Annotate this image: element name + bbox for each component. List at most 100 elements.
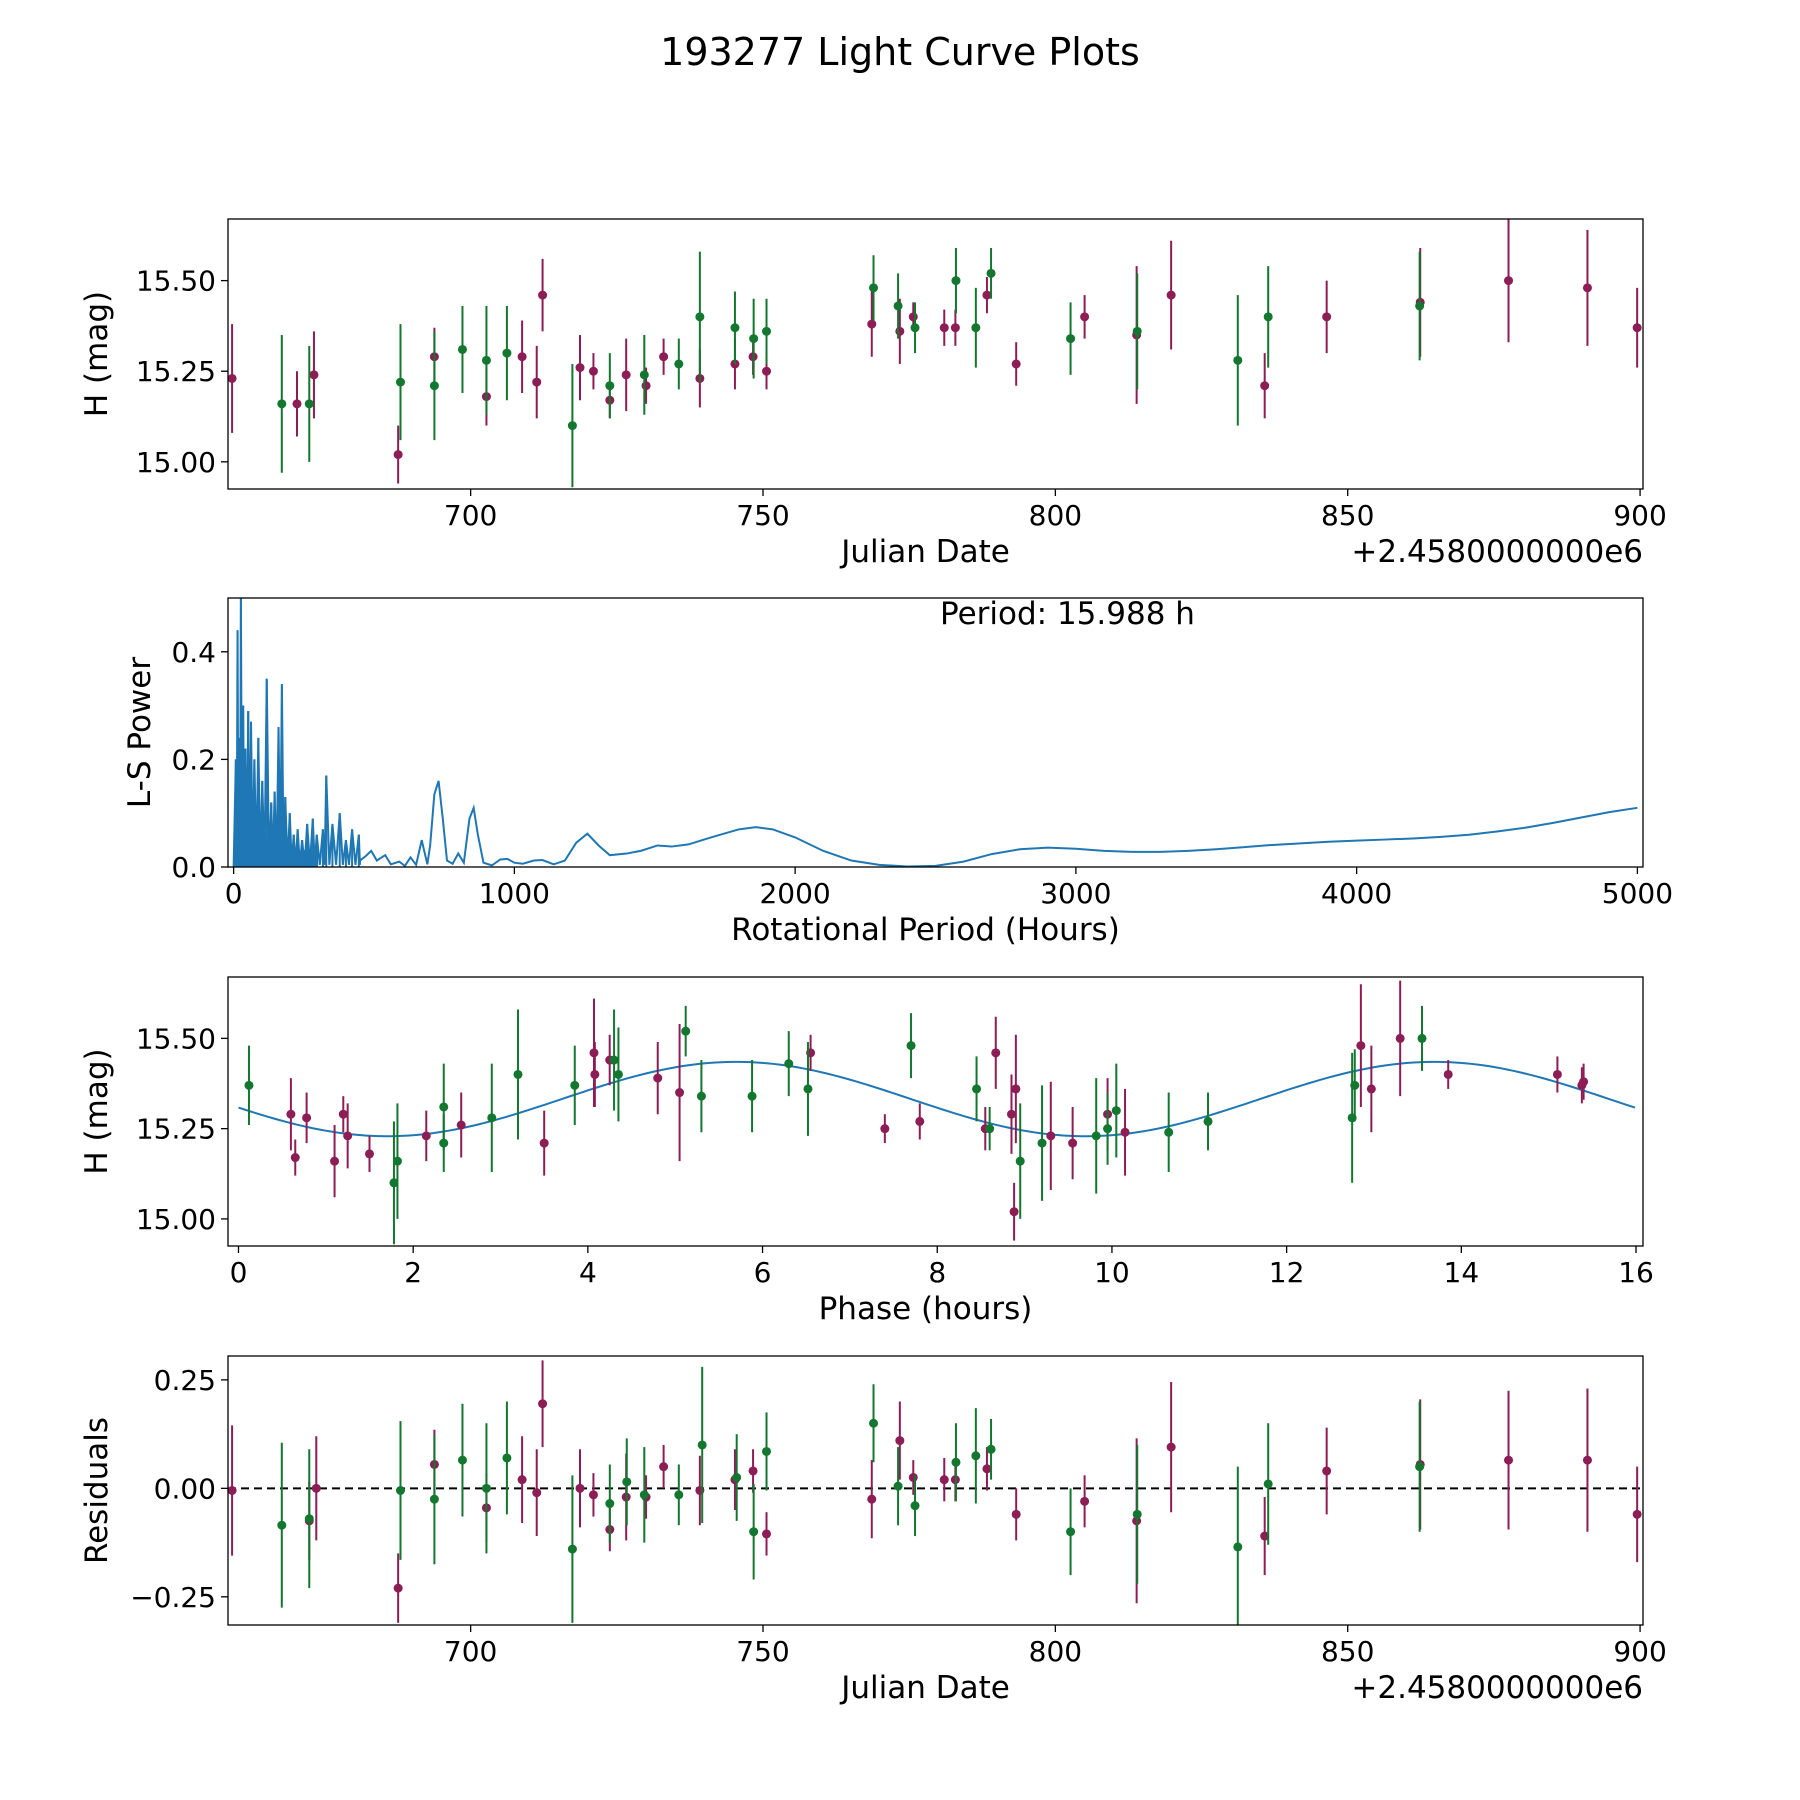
data-point xyxy=(517,1475,527,1485)
data-point xyxy=(1009,1207,1019,1217)
axes-frame xyxy=(227,976,1644,1247)
data-point xyxy=(244,1080,254,1090)
data-point xyxy=(605,1499,615,1509)
data-point xyxy=(513,1069,523,1079)
series-band-b xyxy=(277,1366,1425,1625)
series-band-a xyxy=(228,1360,1642,1623)
x-tick-label: 6 xyxy=(754,1256,772,1289)
x-tick-label: 750 xyxy=(736,499,789,532)
data-point xyxy=(228,1486,237,1495)
y-tick-label: 0.0 xyxy=(171,851,216,884)
data-point xyxy=(1080,1496,1090,1506)
data-point xyxy=(1233,1542,1243,1552)
data-point xyxy=(762,366,772,376)
x-tick-label: 2 xyxy=(404,1256,422,1289)
data-point xyxy=(228,373,237,383)
x-tick-label: 850 xyxy=(1321,499,1374,532)
data-point xyxy=(895,1436,905,1446)
x-tick-label: 900 xyxy=(1613,499,1666,532)
data-point xyxy=(1417,1033,1427,1043)
data-point xyxy=(304,399,314,409)
data-point xyxy=(570,1080,580,1090)
y-tick-label: 15.00 xyxy=(136,446,216,479)
x-tick-label: 700 xyxy=(444,1635,497,1668)
y-axis-label: H (mag) xyxy=(79,291,115,417)
periodogram-panel: Period: 15.988 h 0 1000 2000 3000 4000 5000 0.0… xyxy=(122,596,1673,948)
data-point xyxy=(1015,1156,1025,1166)
data-point xyxy=(588,366,598,376)
x-tick-label: 4000 xyxy=(1321,877,1392,910)
data-point xyxy=(539,1138,549,1148)
x-offset-text: +2.4580000000e6 xyxy=(1351,534,1643,570)
data-point xyxy=(867,319,877,329)
data-point xyxy=(609,1055,619,1065)
periodogram-line xyxy=(232,598,1638,867)
x-tick-label: 0 xyxy=(225,877,243,910)
data-point xyxy=(532,377,542,387)
data-point xyxy=(985,1124,995,1134)
data-point xyxy=(1166,1442,1176,1452)
data-point xyxy=(939,1475,949,1485)
data-point xyxy=(880,1124,890,1134)
data-point xyxy=(395,1486,405,1495)
axes-frame xyxy=(227,1355,1644,1626)
data-point xyxy=(613,1069,623,1079)
data-point xyxy=(972,1084,982,1094)
data-point xyxy=(869,1418,879,1428)
data-point xyxy=(1103,1124,1113,1134)
data-point xyxy=(532,1488,542,1498)
data-point xyxy=(697,1440,707,1450)
data-point xyxy=(1415,1462,1425,1472)
figure-title: 193277 Light Curve Plots xyxy=(660,30,1140,74)
x-axis-label: Julian Date xyxy=(839,534,1010,570)
data-point xyxy=(1080,312,1090,322)
data-point xyxy=(429,381,439,391)
data-point xyxy=(1395,1033,1405,1043)
data-point xyxy=(439,1102,449,1112)
data-point xyxy=(986,1444,996,1454)
data-point xyxy=(908,1472,918,1482)
data-point xyxy=(747,1091,757,1101)
x-tick-label: 10 xyxy=(1094,1256,1130,1289)
data-point xyxy=(1582,1455,1592,1465)
data-point xyxy=(1263,312,1273,322)
data-point xyxy=(915,1116,925,1126)
data-point xyxy=(639,1490,649,1500)
data-point xyxy=(674,1490,684,1500)
y-tick-label: 15.50 xyxy=(136,1022,216,1055)
x-tick-label: 4 xyxy=(579,1256,597,1289)
plot-area xyxy=(228,219,1642,488)
data-point xyxy=(481,1483,491,1493)
data-point xyxy=(1132,326,1142,336)
data-point xyxy=(1066,334,1076,344)
data-point xyxy=(538,1399,548,1409)
y-tick-label: 15.25 xyxy=(136,1113,216,1146)
data-point xyxy=(893,1481,903,1491)
data-point xyxy=(732,1472,742,1482)
data-point xyxy=(1068,1138,1078,1148)
lightcurve-panel: 700 750 800 850 900 15.00 15.25 15.50 Julian Dat… xyxy=(79,218,1667,570)
y-tick-label: −0.25 xyxy=(130,1581,216,1614)
data-point xyxy=(939,323,949,333)
data-point xyxy=(659,352,669,362)
data-point xyxy=(986,268,996,278)
data-point xyxy=(675,1088,685,1098)
x-offset-text: +2.4580000000e6 xyxy=(1351,1670,1643,1706)
data-point xyxy=(895,326,905,336)
data-point xyxy=(639,370,649,380)
y-axis-label: H (mag) xyxy=(79,1048,115,1174)
data-point xyxy=(762,326,772,336)
data-point xyxy=(1203,1116,1213,1126)
data-point xyxy=(309,370,319,380)
x-tick-label: 900 xyxy=(1613,1635,1666,1668)
x-tick-label: 0 xyxy=(230,1256,248,1289)
data-point xyxy=(762,1529,772,1539)
data-point xyxy=(290,1153,300,1163)
series-band-b xyxy=(244,1005,1427,1245)
x-axis-label: Julian Date xyxy=(839,1670,1010,1706)
data-point xyxy=(1504,1455,1514,1465)
data-point xyxy=(653,1073,663,1083)
axes-frame xyxy=(227,218,1644,490)
x-tick-label: 12 xyxy=(1269,1256,1305,1289)
data-point xyxy=(1366,1084,1376,1094)
